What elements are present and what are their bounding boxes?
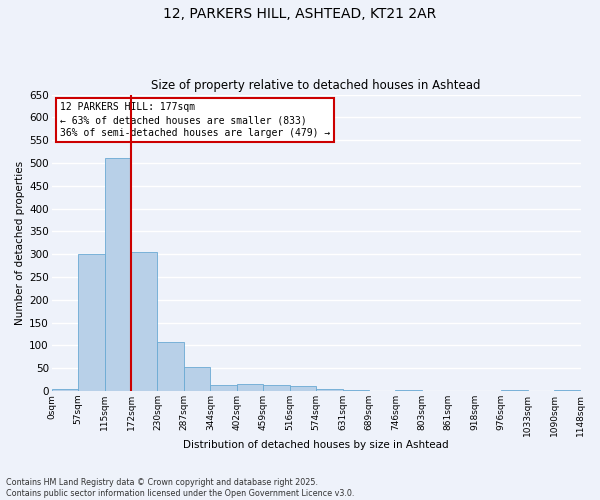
Bar [237,384,263,391]
Bar [343,390,369,391]
Text: 12 PARKERS HILL: 177sqm
← 63% of detached houses are smaller (833)
36% of semi-d: 12 PARKERS HILL: 177sqm ← 63% of detache… [59,102,330,139]
Bar [263,385,290,391]
Bar [501,390,527,391]
Bar [157,342,184,391]
Bar [211,386,237,391]
Bar [104,158,131,391]
Bar [78,254,104,391]
Bar [554,390,580,391]
Bar [184,367,211,391]
X-axis label: Distribution of detached houses by size in Ashtead: Distribution of detached houses by size … [183,440,449,450]
Bar [395,390,422,391]
Bar [290,386,316,391]
Bar [316,388,343,391]
Text: Contains HM Land Registry data © Crown copyright and database right 2025.
Contai: Contains HM Land Registry data © Crown c… [6,478,355,498]
Y-axis label: Number of detached properties: Number of detached properties [15,160,25,325]
Text: 12, PARKERS HILL, ASHTEAD, KT21 2AR: 12, PARKERS HILL, ASHTEAD, KT21 2AR [163,8,437,22]
Title: Size of property relative to detached houses in Ashtead: Size of property relative to detached ho… [151,79,481,92]
Bar [52,388,78,391]
Bar [131,252,157,391]
